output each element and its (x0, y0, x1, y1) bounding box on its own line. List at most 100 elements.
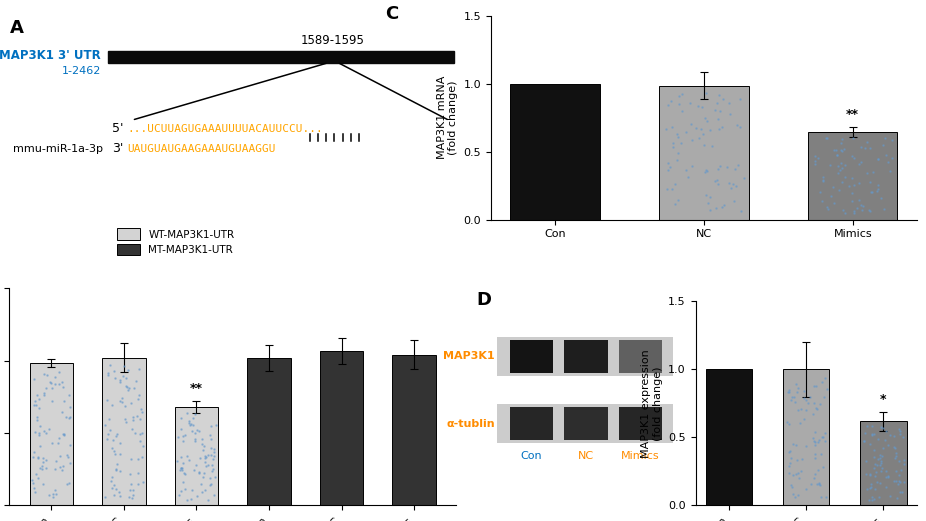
Point (196, 469, 211, 477)
Point (734, 207, 749, 216)
Point (202, 430, 217, 439)
Point (878, 466, 893, 475)
Point (834, 135, 849, 143)
Point (194, 439, 209, 448)
Point (787, 398, 802, 406)
Point (118, 415, 132, 423)
Point (876, 424, 891, 432)
Text: **: ** (846, 108, 859, 121)
Point (875, 452, 890, 460)
Point (30, 413, 44, 421)
Point (836, 145, 851, 154)
Y-axis label: MAP3K1 mRNA
(fold change): MAP3K1 mRNA (fold change) (436, 76, 458, 159)
Point (723, 184, 738, 193)
Point (784, 454, 799, 462)
Point (134, 408, 149, 417)
Point (109, 465, 124, 474)
Text: A: A (10, 19, 24, 37)
Point (31, 454, 45, 463)
Point (788, 470, 803, 478)
Point (732, 123, 747, 131)
Point (703, 206, 718, 214)
Point (185, 421, 200, 429)
Point (32, 441, 47, 450)
Text: 3': 3' (112, 142, 123, 155)
Point (782, 462, 796, 470)
Point (112, 488, 127, 496)
Point (889, 477, 904, 485)
Point (783, 481, 798, 490)
Point (703, 193, 718, 202)
Point (180, 452, 194, 460)
Point (808, 157, 823, 166)
Point (689, 125, 704, 133)
Point (120, 382, 135, 391)
Point (131, 469, 145, 478)
Point (204, 443, 219, 452)
Bar (319, 351, 363, 505)
Point (721, 179, 736, 188)
Point (721, 98, 736, 107)
Point (807, 450, 822, 458)
Point (682, 99, 697, 107)
Point (670, 195, 685, 204)
Point (834, 178, 849, 186)
Point (831, 169, 845, 177)
Point (183, 494, 198, 503)
Point (827, 199, 842, 207)
Point (786, 470, 801, 479)
Point (197, 452, 212, 461)
Point (882, 167, 897, 175)
Point (29, 401, 44, 409)
Point (793, 405, 807, 414)
Point (863, 207, 878, 215)
Point (789, 388, 804, 396)
Point (789, 380, 804, 388)
Point (807, 469, 822, 478)
Point (134, 452, 149, 461)
Point (113, 397, 128, 405)
Point (791, 406, 806, 414)
Point (861, 206, 876, 215)
Point (102, 415, 117, 423)
Point (187, 410, 202, 418)
Point (53, 463, 68, 472)
Point (884, 135, 899, 144)
Point (205, 466, 219, 475)
Point (61, 390, 76, 399)
Point (204, 422, 219, 430)
Point (120, 386, 135, 394)
Point (814, 450, 829, 458)
Point (888, 443, 903, 452)
Bar (30, 363, 73, 505)
Point (862, 483, 877, 492)
Bar (393, 355, 436, 505)
Point (35, 462, 50, 470)
Point (782, 386, 796, 394)
Text: MAP3K1 3' UTR: MAP3K1 3' UTR (0, 49, 101, 63)
Point (730, 120, 745, 129)
Point (820, 134, 834, 142)
Point (819, 134, 833, 142)
Point (817, 393, 832, 402)
Point (896, 460, 911, 468)
Point (845, 173, 859, 182)
Point (39, 383, 54, 392)
Point (130, 412, 144, 420)
Point (105, 401, 119, 409)
Point (31, 395, 46, 404)
Point (36, 480, 51, 489)
Point (804, 480, 819, 488)
Point (818, 429, 832, 437)
Point (814, 378, 829, 387)
Point (786, 489, 801, 498)
Point (113, 467, 128, 475)
Point (813, 188, 828, 196)
Point (809, 405, 824, 413)
Point (664, 97, 679, 105)
Point (207, 448, 222, 456)
Point (816, 177, 831, 185)
Point (896, 456, 911, 464)
Point (56, 462, 70, 470)
Point (834, 139, 849, 147)
